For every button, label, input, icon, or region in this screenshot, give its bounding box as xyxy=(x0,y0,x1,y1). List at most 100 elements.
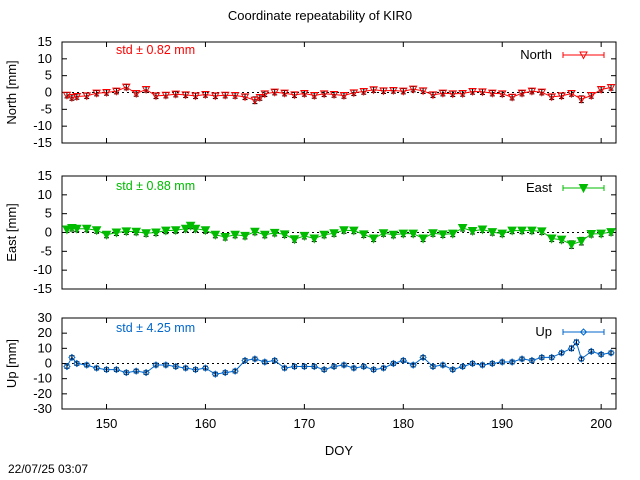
y-tick-label: -10 xyxy=(33,371,52,386)
data-point xyxy=(131,227,142,237)
data-point xyxy=(497,229,508,239)
data-point xyxy=(250,227,260,237)
data-point xyxy=(607,349,615,357)
legend-marker xyxy=(579,328,588,336)
data-point xyxy=(398,87,408,96)
data-point xyxy=(596,85,606,95)
data-point xyxy=(468,359,477,368)
data-point xyxy=(310,362,318,371)
data-point xyxy=(556,235,567,245)
legend-marker xyxy=(579,51,588,60)
data-point xyxy=(230,92,240,101)
data-point xyxy=(180,224,191,234)
data-point xyxy=(240,231,250,241)
data-point xyxy=(517,226,527,236)
legend-marker xyxy=(578,184,589,194)
timestamp: 22/07/25 03:07 xyxy=(8,462,89,476)
data-point xyxy=(557,349,566,357)
data-point xyxy=(527,87,537,96)
y-tick-label: 10 xyxy=(38,340,52,355)
data-point xyxy=(350,364,358,372)
data-point xyxy=(478,88,487,97)
y-tick-label: -10 xyxy=(33,118,52,133)
data-point xyxy=(457,223,468,234)
data-point xyxy=(319,230,329,240)
chart-title: Coordinate repeatability of KIR0 xyxy=(227,8,413,23)
data-point xyxy=(240,93,250,102)
data-point xyxy=(369,86,378,95)
data-point xyxy=(210,230,221,240)
data-point xyxy=(596,229,606,239)
data-point xyxy=(439,361,447,369)
data-point xyxy=(171,90,181,99)
data-point xyxy=(586,230,597,240)
data-point xyxy=(220,233,231,243)
y-tick-label: 30 xyxy=(38,310,52,325)
data-point xyxy=(597,350,605,359)
data-point xyxy=(300,362,309,371)
data-point xyxy=(498,358,506,366)
data-point xyxy=(251,355,259,363)
data-point xyxy=(67,94,77,103)
y-tick-label: 0 xyxy=(45,225,52,240)
data-point xyxy=(349,89,359,98)
data-point xyxy=(379,87,388,96)
data-point xyxy=(429,362,437,371)
data-point xyxy=(162,361,170,369)
data-point xyxy=(528,356,536,365)
data-point xyxy=(369,365,378,374)
data-point xyxy=(241,356,249,365)
data-point xyxy=(290,362,299,371)
legend-label: East xyxy=(526,180,552,195)
data-point xyxy=(418,87,428,96)
data-point xyxy=(467,226,478,237)
data-point xyxy=(566,240,577,250)
data-point xyxy=(102,89,111,98)
x-tick-label: 200 xyxy=(590,416,612,431)
data-point xyxy=(389,86,398,96)
data-point xyxy=(359,87,369,97)
x-axis-label: DOY xyxy=(325,443,354,458)
data-point xyxy=(507,93,517,102)
data-point xyxy=(63,362,71,371)
data-point xyxy=(259,230,270,240)
y-tick-label: 15 xyxy=(38,168,52,183)
data-point xyxy=(428,229,438,239)
y-tick-label: 10 xyxy=(38,51,52,66)
data-point xyxy=(448,90,458,99)
data-point xyxy=(131,90,141,99)
data-point xyxy=(508,358,516,366)
data-point xyxy=(379,364,388,372)
data-point xyxy=(255,94,265,103)
data-point xyxy=(546,234,557,244)
x-tick-label: 180 xyxy=(392,416,414,431)
data-point xyxy=(419,353,427,362)
data-point xyxy=(497,90,507,99)
y-tick-label: -5 xyxy=(40,101,52,116)
data-point xyxy=(330,362,338,371)
x-tick-label: 150 xyxy=(96,416,118,431)
y-tick-label: 0 xyxy=(45,356,52,371)
y-tick-label: 0 xyxy=(45,85,52,100)
data-point xyxy=(279,230,290,240)
data-point xyxy=(409,361,417,369)
data-point xyxy=(181,91,190,100)
data-point xyxy=(349,226,359,236)
data-point xyxy=(121,227,132,237)
data-point xyxy=(250,96,260,105)
data-point xyxy=(572,338,581,346)
data-point xyxy=(280,89,289,98)
data-point xyxy=(438,230,448,240)
data-point xyxy=(220,91,230,100)
y-tick-label: -30 xyxy=(33,401,52,416)
data-point xyxy=(468,87,477,97)
data-point xyxy=(200,226,211,236)
data-point xyxy=(408,229,419,239)
y-tick-label: 5 xyxy=(45,68,52,83)
data-point xyxy=(329,91,339,100)
y-tick-label: -15 xyxy=(33,281,52,296)
data-point xyxy=(73,359,81,368)
data-point xyxy=(487,228,498,238)
y-axis-label: East [mm] xyxy=(4,203,19,262)
